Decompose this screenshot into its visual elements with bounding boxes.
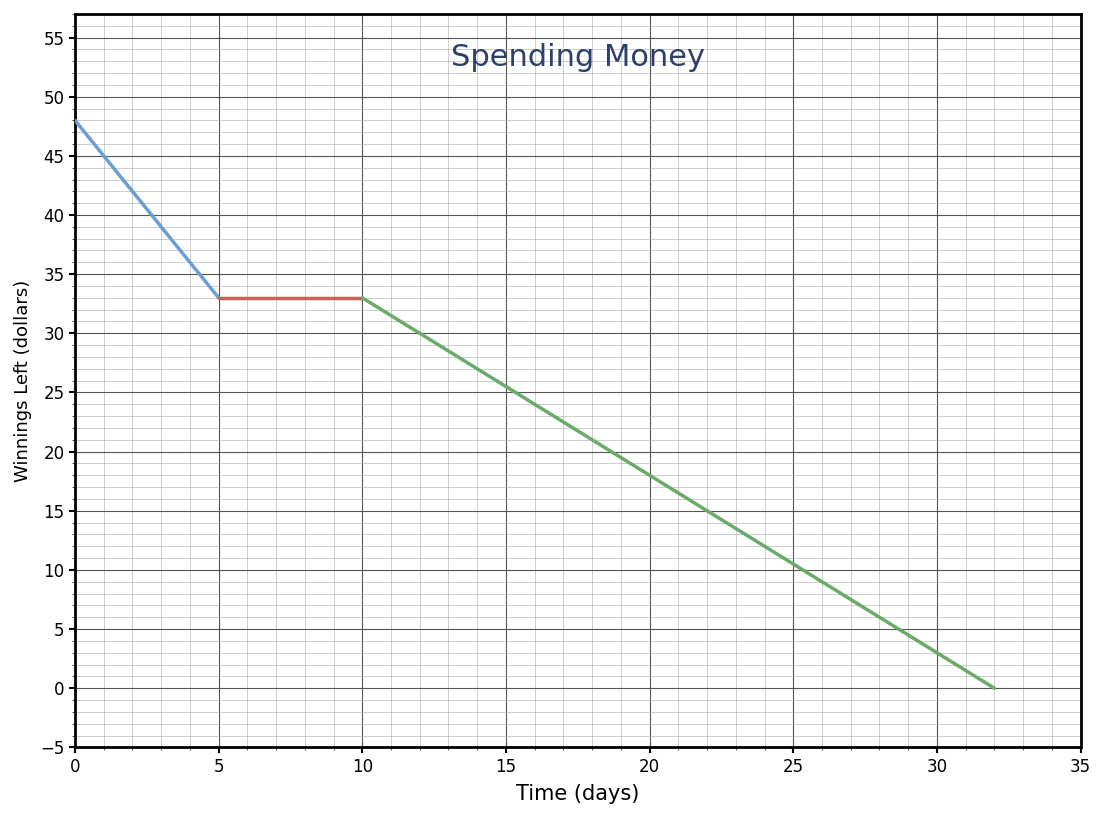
Y-axis label: Winnings Left (dollars): Winnings Left (dollars)	[14, 280, 32, 482]
Text: Spending Money: Spending Money	[451, 43, 705, 72]
X-axis label: Time (days): Time (days)	[516, 784, 640, 804]
